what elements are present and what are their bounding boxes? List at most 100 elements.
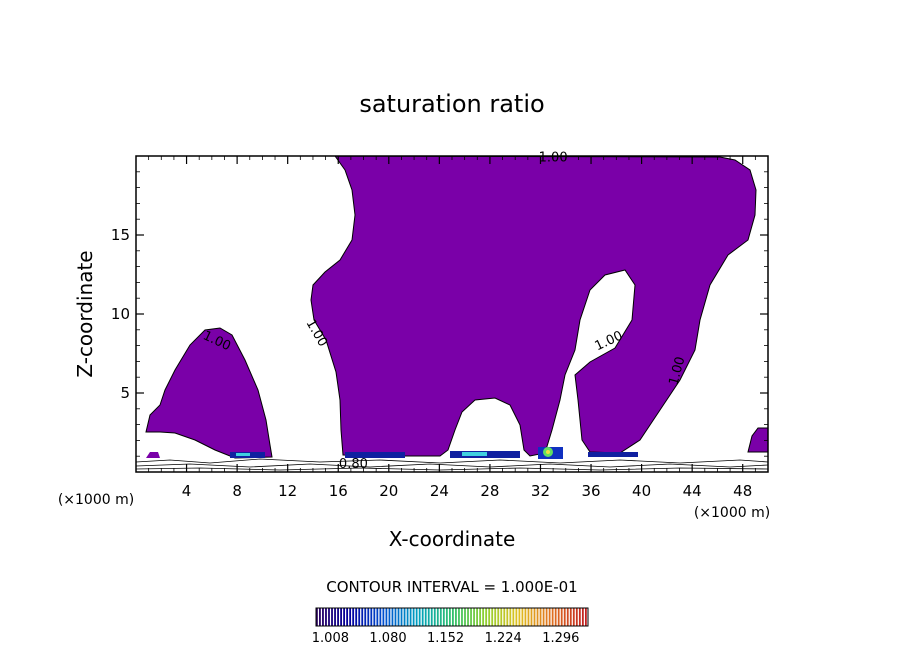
colorbar-swatch — [575, 608, 578, 626]
colorbar-ticks: 1.008 1.080 1.152 1.224 1.296 — [312, 631, 580, 646]
colorbar-swatch — [412, 608, 415, 626]
x-tick-label: 40 — [632, 482, 651, 500]
colorbar-swatch — [430, 608, 433, 626]
colorbar-swatch — [343, 608, 346, 626]
colorbar-swatch — [409, 608, 412, 626]
x-tick-label: 8 — [232, 482, 242, 500]
colorbar-swatch — [361, 608, 364, 626]
x-unit-right: (×1000 m) — [694, 505, 770, 521]
colorbar-swatch — [461, 608, 463, 626]
colorbar-swatch — [512, 608, 515, 626]
x-tick-label: 16 — [329, 482, 348, 500]
colorbar-swatch — [455, 608, 457, 626]
colorbar-swatch — [569, 608, 572, 626]
colorbar-swatch — [548, 608, 551, 626]
colorbar-swatch — [391, 608, 394, 626]
colorbar-swatch — [334, 608, 336, 626]
colorbar-tick-label: 1.224 — [485, 631, 522, 646]
colorbar-swatch — [518, 608, 521, 626]
colorbar-swatch — [340, 608, 342, 626]
x-tick-label: 4 — [182, 482, 192, 500]
colorbar-swatch — [346, 608, 349, 626]
colorbar-swatch — [545, 608, 548, 626]
left-cloud-region — [145, 327, 273, 459]
colorbar-swatch — [427, 608, 430, 626]
contour-fill-layer — [135, 155, 769, 471]
colorbar-swatch — [364, 608, 367, 626]
colorbar-swatch — [331, 608, 333, 626]
chart-title: saturation ratio — [359, 90, 544, 118]
y-axis: 5 10 15 — [111, 171, 768, 457]
colorbar-swatch — [506, 608, 509, 626]
colorbar-swatch — [467, 608, 469, 626]
high-sat-peak-core — [546, 450, 550, 454]
colorbar-swatch — [488, 608, 491, 626]
colorbar-swatch — [370, 608, 373, 626]
colorbar-swatch — [433, 608, 436, 626]
colorbar-swatch — [530, 608, 533, 626]
colorbar-swatch — [448, 608, 451, 626]
colorbar-swatch — [458, 608, 460, 626]
colorbar-swatch — [452, 608, 454, 626]
colorbar-swatch — [515, 608, 518, 626]
colorbar-swatch — [563, 608, 566, 626]
colorbar-swatch — [328, 608, 330, 626]
colorbar-tick-label: 1.080 — [369, 631, 406, 646]
colorbar-swatch — [509, 608, 512, 626]
high-sat-band — [588, 452, 638, 457]
colorbar-swatch — [536, 608, 539, 626]
colorbar-swatch — [491, 608, 494, 626]
right-edge-region — [747, 427, 769, 453]
colorbar-swatch — [554, 608, 557, 626]
colorbar-swatch — [572, 608, 575, 626]
x-tick-label: 36 — [581, 482, 600, 500]
colorbar-frame — [315, 607, 589, 627]
colorbar-swatch — [316, 608, 318, 626]
x-axis-title: X-coordinate — [389, 527, 516, 551]
colorbar-swatch — [385, 608, 388, 626]
colorbar-swatch — [521, 608, 524, 626]
y-tick-label: 5 — [120, 384, 130, 402]
colorbar-swatch — [533, 608, 536, 626]
surface-contour-line — [135, 463, 769, 468]
colorbar-swatch — [470, 608, 472, 626]
high-sat-core — [462, 452, 487, 456]
colorbar-swatch — [382, 608, 385, 626]
colorbar-swatch — [524, 608, 527, 626]
x-tick-label: 44 — [683, 482, 702, 500]
colorbar-swatch — [581, 608, 584, 626]
colorbar-swatch — [578, 608, 581, 626]
high-sat-core — [236, 453, 250, 456]
colorbar-swatch — [560, 608, 563, 626]
colorbar-tick-label: 1.008 — [312, 631, 349, 646]
colorbar-swatch — [445, 608, 448, 626]
colorbar-swatch — [400, 608, 403, 626]
colorbar-swatch — [551, 608, 554, 626]
contour-interval-label: CONTOUR INTERVAL = 1.000E-01 — [326, 578, 577, 596]
x-tick-label: 32 — [531, 482, 550, 500]
colorbar-swatch — [557, 608, 560, 626]
colorbar-swatch — [367, 608, 370, 626]
colorbar-swatch — [403, 608, 406, 626]
surface-contour-line — [135, 458, 769, 464]
colorbar-swatch — [503, 608, 506, 626]
surface-contour-line — [135, 467, 769, 471]
colorbar — [315, 607, 589, 627]
colorbar-swatch — [373, 608, 376, 626]
colorbar-swatch — [388, 608, 391, 626]
x-tick-label: 28 — [480, 482, 499, 500]
colorbar-swatch — [394, 608, 397, 626]
colorbar-swatch — [473, 608, 475, 626]
colorbar-swatch — [584, 608, 587, 626]
colorbar-swatch — [436, 608, 439, 626]
y-tick-label: 15 — [111, 226, 130, 244]
colorbar-swatch — [500, 608, 503, 626]
colorbar-swatch — [482, 608, 485, 626]
colorbar-swatch — [418, 608, 421, 626]
colorbar-swatch — [542, 608, 545, 626]
colorbar-swatch — [442, 608, 445, 626]
colorbar-swatch — [337, 608, 339, 626]
colorbar-swatch — [497, 608, 500, 626]
colorbar-swatch — [355, 608, 358, 626]
colorbar-swatch — [464, 608, 466, 626]
